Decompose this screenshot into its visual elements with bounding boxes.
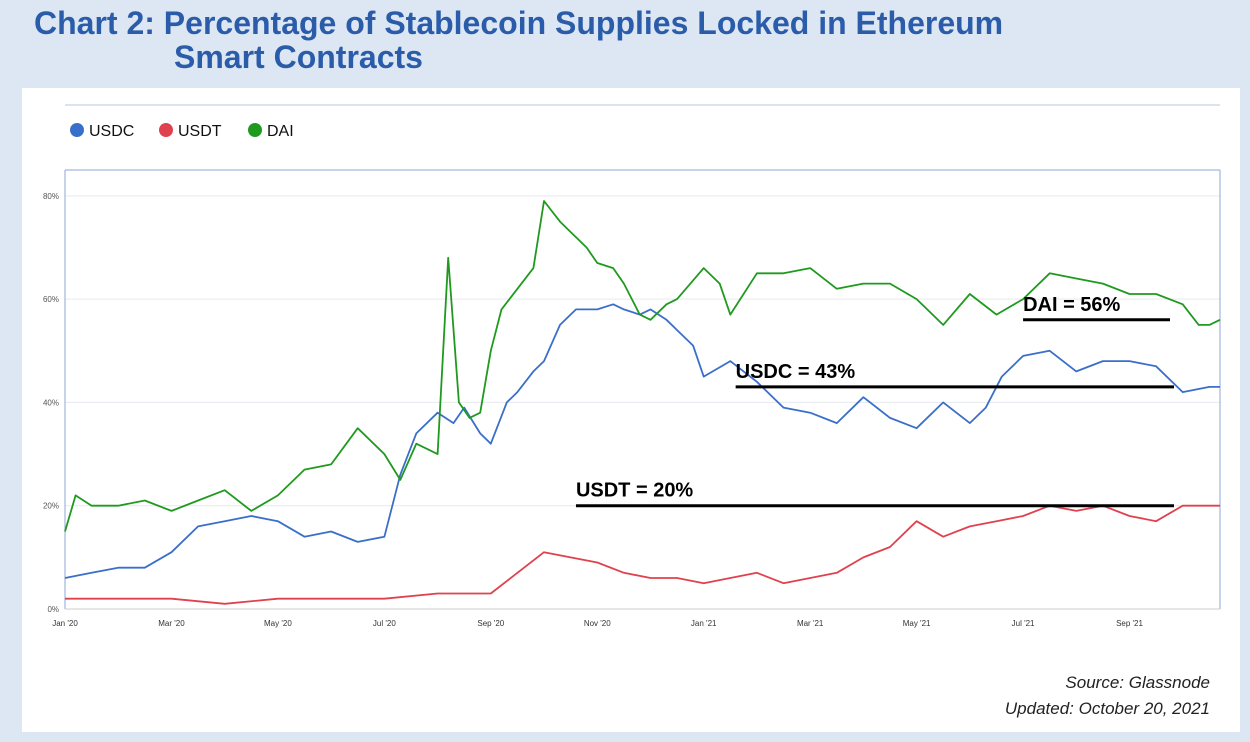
updated-line: Updated: October 20, 2021 [1004,699,1210,718]
series-line-dai [64,200,1221,532]
annotation-label: USDT = 20% [576,480,693,502]
legend-label-usdc: USDC [89,123,134,140]
source-note: Source: Glassnode Updated: October 20, 2… [1005,670,1210,722]
x-tick-label: Sep '20 [477,619,504,628]
legend-marker-dai [248,123,262,137]
x-tick-label: Jan '21 [691,619,717,628]
chart-panel: 0% 20% 40% 60% 80% Jan '20 Mar '20 May '20 Jul '… [22,88,1240,732]
y-tick-label: 60% [43,295,59,304]
annotation-label: USDC = 43% [736,361,856,383]
x-tick-label: Sep '21 [1116,619,1143,628]
chart-title-line-2: Smart Contracts [174,39,423,75]
line-chart: 0% 20% 40% 60% 80% Jan '20 Mar '20 May '20 Jul '… [43,104,1221,628]
chart-title-line-1: Chart 2: Percentage of Stablecoin Suppli… [34,5,1004,41]
x-tick-label: Jul '21 [1012,619,1035,628]
legend-label-dai: DAI [267,123,294,140]
annotation-label: DAI = 56% [1023,294,1120,316]
series-line-usdt [65,504,1220,605]
x-tick-label: Jan '20 [52,619,78,628]
legend-label-usdt: USDT [178,123,222,140]
legend-marker-usdc [70,123,84,137]
chart-title: Chart 2: Percentage of Stablecoin Suppli… [34,6,1134,74]
x-tick-label: May '20 [264,619,292,628]
x-tick-label: Mar '21 [797,619,824,628]
x-tick-label: Mar '20 [158,619,185,628]
legend-marker-usdt [159,123,173,137]
y-tick-label: 80% [43,192,59,201]
x-tick-label: Nov '20 [584,619,611,628]
series-line-usdc [64,303,1220,579]
y-tick-label: 20% [43,502,59,511]
x-tick-label: May '21 [903,619,931,628]
x-tick-label: Jul '20 [373,619,396,628]
source-line: Source: Glassnode [1065,673,1210,692]
y-tick-label: 0% [47,605,59,614]
y-tick-label: 40% [43,398,59,407]
